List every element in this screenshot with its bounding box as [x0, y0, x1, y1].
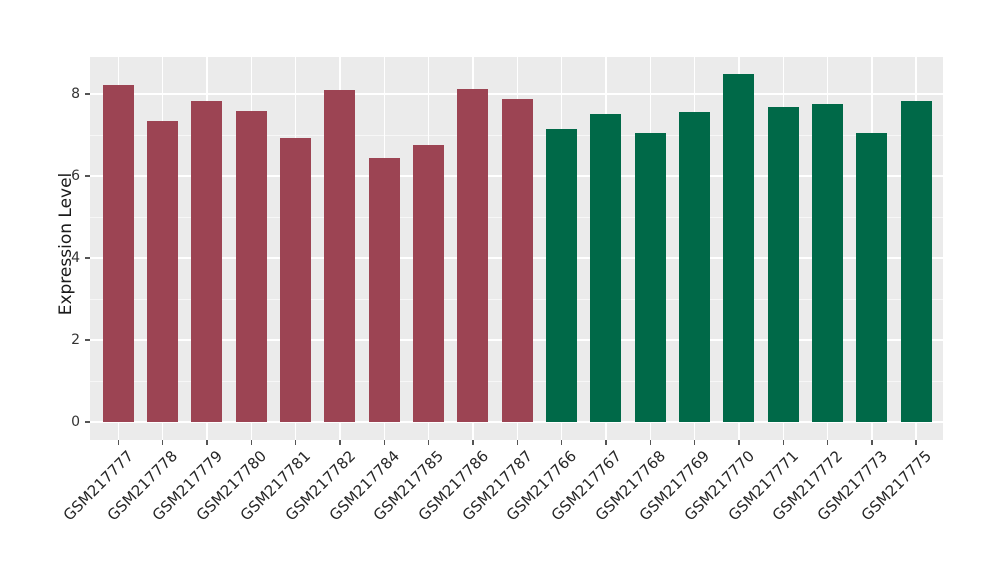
bar-GSM217779 — [191, 100, 223, 422]
bar-GSM217785 — [413, 144, 445, 422]
bar-GSM217775 — [900, 100, 932, 422]
y-tick-mark — [85, 339, 90, 341]
major-gridline — [90, 93, 943, 95]
bar-GSM217767 — [590, 114, 622, 422]
bar-GSM217786 — [457, 89, 489, 422]
y-tick-mark — [85, 93, 90, 95]
bar-GSM217777 — [102, 84, 134, 422]
y-tick-label: 6 — [71, 168, 80, 184]
x-tick-mark — [782, 440, 784, 445]
plot-panel — [90, 57, 943, 440]
bar-GSM217766 — [546, 128, 578, 422]
x-tick-mark — [871, 440, 873, 445]
y-axis-title: Expression Level — [56, 172, 76, 316]
x-tick-mark — [117, 440, 120, 445]
x-tick-mark — [161, 440, 164, 445]
y-tick-mark — [85, 257, 90, 259]
major-gridline — [90, 421, 943, 423]
y-tick-label: 2 — [71, 332, 80, 348]
bar-GSM217770 — [723, 73, 755, 422]
x-tick-mark — [605, 440, 607, 445]
x-tick-mark — [826, 440, 829, 445]
bar-GSM217769 — [679, 111, 711, 422]
x-tick-mark — [738, 440, 740, 445]
x-tick-mark — [383, 440, 386, 445]
x-tick-mark — [250, 440, 253, 445]
x-tick-mark — [294, 440, 297, 445]
x-tick-mark — [915, 440, 917, 445]
bar-GSM217780 — [235, 110, 267, 422]
bar-GSM217782 — [324, 89, 356, 422]
x-tick-mark — [427, 440, 430, 445]
bar-GSM217772 — [812, 103, 844, 422]
x-tick-mark — [649, 440, 651, 445]
bar-GSM217781 — [280, 137, 312, 422]
x-tick-mark — [693, 440, 696, 445]
y-tick-mark — [85, 421, 90, 423]
y-tick-label: 0 — [71, 414, 80, 430]
x-tick-mark — [339, 440, 341, 445]
y-tick-label: 8 — [71, 86, 80, 102]
x-tick-mark — [206, 440, 208, 445]
y-tick-label: 4 — [71, 250, 80, 266]
bar-GSM217778 — [147, 120, 179, 422]
x-tick-mark — [516, 440, 519, 445]
x-tick-mark — [560, 440, 563, 445]
bar-GSM217787 — [501, 99, 533, 422]
y-tick-mark — [85, 175, 90, 177]
bar-GSM217784 — [368, 158, 400, 422]
bar-GSM217771 — [767, 106, 799, 422]
x-tick-mark — [472, 440, 474, 445]
bar-GSM217773 — [856, 132, 888, 422]
bar-GSM217768 — [634, 132, 666, 422]
